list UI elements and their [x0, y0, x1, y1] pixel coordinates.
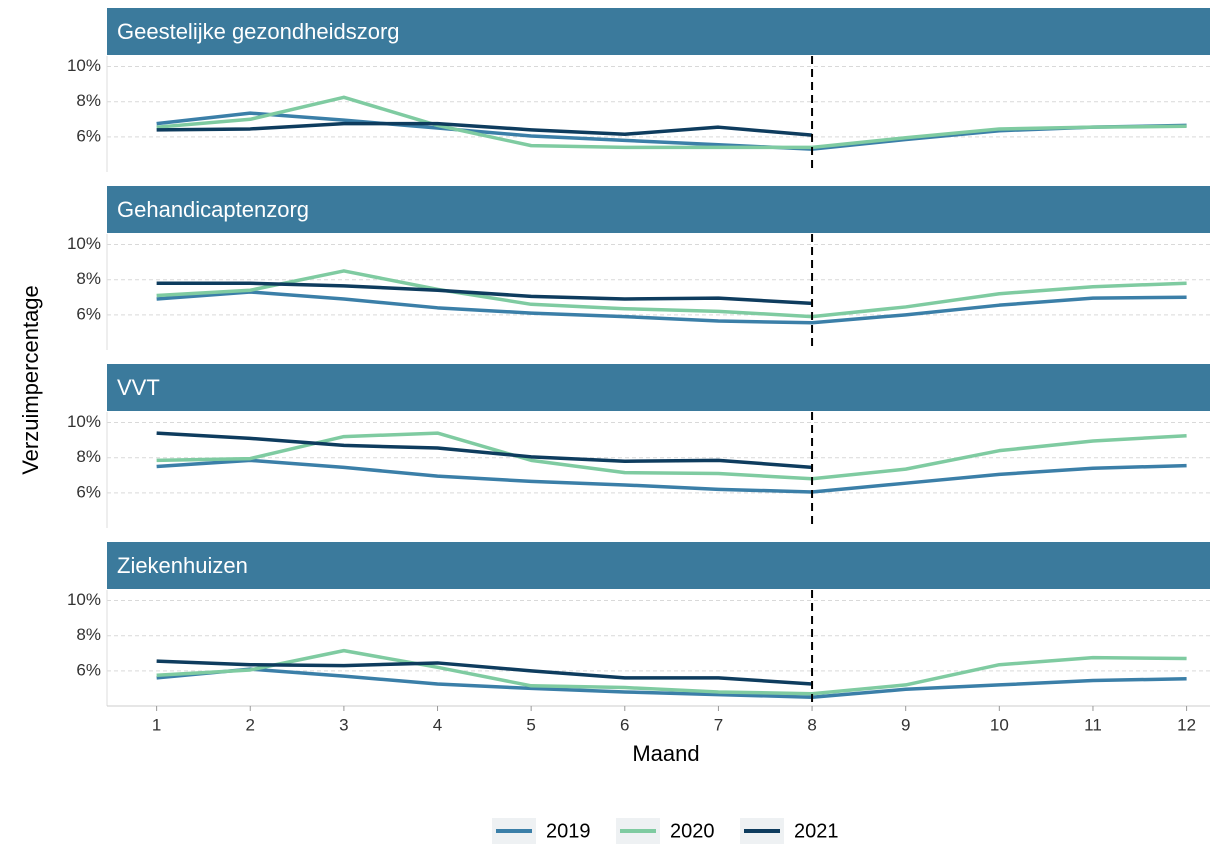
y-tick-label: 6%	[76, 482, 101, 501]
data-line	[156, 281, 813, 306]
x-tick-label: 4	[433, 715, 442, 734]
legend-label: 2021	[794, 820, 839, 842]
y-tick-label: 8%	[76, 91, 101, 110]
x-tick-label: 10	[990, 715, 1009, 734]
facet-strip	[107, 186, 1210, 233]
y-axis-label: Verzuimpercentage	[18, 285, 43, 475]
y-tick-label: 6%	[76, 126, 101, 145]
y-tick-label: 6%	[76, 660, 101, 679]
facet-strip	[107, 8, 1210, 55]
data-line	[156, 667, 1187, 699]
x-tick-label: 12	[1177, 715, 1196, 734]
facet-title: Geestelijke gezondheidszorg	[117, 19, 400, 44]
x-tick-label: 8	[807, 715, 816, 734]
facet-title: VVT	[117, 375, 160, 400]
y-tick-label: 10%	[67, 412, 101, 431]
y-tick-label: 10%	[67, 56, 101, 75]
x-tick-label: 2	[246, 715, 255, 734]
data-line	[156, 648, 1187, 696]
x-tick-label: 3	[339, 715, 348, 734]
y-tick-label: 8%	[76, 447, 101, 466]
data-line	[156, 431, 1187, 481]
data-line	[156, 269, 1187, 319]
y-tick-label: 10%	[67, 590, 101, 609]
x-tick-label: 7	[714, 715, 723, 734]
data-line	[156, 659, 813, 686]
y-tick-label: 6%	[76, 304, 101, 323]
data-line	[156, 121, 813, 137]
facet-strip	[107, 542, 1210, 589]
x-tick-label: 11	[1084, 715, 1102, 734]
y-tick-label: 10%	[67, 234, 101, 253]
legend-label: 2020	[670, 820, 715, 842]
x-tick-label: 6	[620, 715, 629, 734]
y-tick-label: 8%	[76, 269, 101, 288]
x-axis-label: Maand	[632, 741, 699, 766]
data-line	[156, 431, 813, 470]
data-line	[156, 290, 1187, 325]
y-tick-label: 8%	[76, 625, 101, 644]
data-line	[156, 458, 1187, 494]
x-tick-label: 5	[526, 715, 535, 734]
data-line	[156, 95, 1187, 150]
legend-label: 2019	[546, 820, 591, 842]
x-tick-label: 9	[901, 715, 910, 734]
facet-title: Ziekenhuizen	[117, 553, 248, 578]
x-tick-label: 1	[152, 715, 161, 734]
facet-title: Gehandicaptenzorg	[117, 197, 309, 222]
facet-strip	[107, 364, 1210, 411]
